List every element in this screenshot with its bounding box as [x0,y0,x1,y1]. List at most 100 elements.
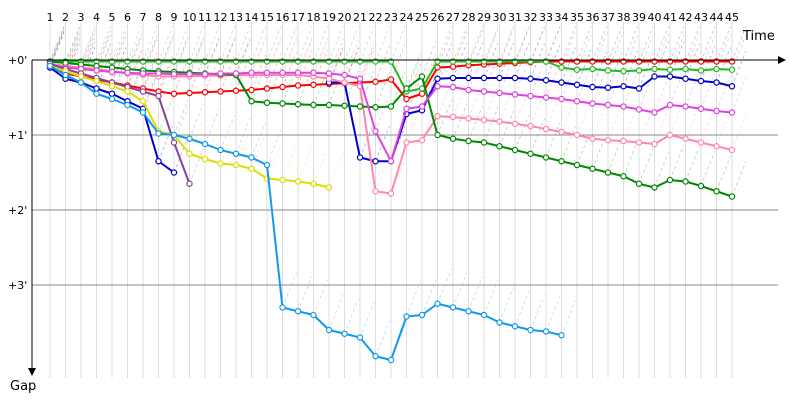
lap-transition-line [251,122,266,158]
lap-transition-line [173,99,189,136]
lap-transition-line [437,26,452,62]
data-point [558,128,565,136]
data-point [713,107,720,115]
lap-transition-line [142,38,158,74]
x-tick-label: 20 [338,11,352,24]
data-point [201,71,209,78]
lap-transition-line [607,137,623,173]
data-point [93,85,100,92]
data-point [697,105,705,112]
lap-transition-line [716,75,731,112]
lap-transition-line [638,107,654,143]
data-point [604,137,612,144]
data-point [263,85,271,92]
data-point [93,67,100,74]
lap-transition-line [623,51,638,87]
data-point [713,65,720,73]
lap-transition-line [406,281,421,317]
data-point [542,328,550,335]
lap-transition-line [282,272,297,308]
data-point [573,131,581,139]
tick-labels: 1 2 3 4 5 6 7 8 9 10 11 12 13 14 15 16 17 18 19 20 21 22 23 24 2… [8,11,739,292]
data-point [170,169,178,176]
lap-transition-line [297,37,313,73]
data-point [542,154,550,161]
data-point [480,74,488,82]
data-point [325,75,333,82]
lap-transition-line [282,144,297,181]
x-tick-label: 33 [539,11,553,24]
data-point [279,176,286,184]
y-tick-label: +2' [8,204,27,217]
lap-transition-line [607,105,623,141]
lap-transition-line [406,107,421,143]
lap-transition-line [96,26,111,62]
x-tick-label: 25 [415,11,429,24]
lap-transition-line [530,26,545,62]
data-point [325,101,333,109]
x-tick-label: 2 [62,11,69,24]
data-point [232,70,240,77]
data-point [124,88,131,95]
lap-transition-line [173,36,189,73]
lap-transition-line [189,118,204,154]
lap-transition-line [483,84,499,121]
lap-transition-line [251,26,266,62]
x-tick-label: 4 [93,11,100,24]
lap-transition-line [421,279,437,316]
data-point [403,139,410,146]
lap-transition-line [700,45,716,82]
x-tick-label: 32 [524,11,538,24]
data-point [310,69,317,76]
data-point [108,90,116,97]
data-point [635,85,643,92]
data-point [248,154,255,161]
data-point [418,137,426,144]
lap-transition-line [111,47,127,83]
x-tick-label: 24 [400,11,414,24]
lap-transition-line [158,96,173,132]
lap-transition-line [313,148,328,184]
data-point [573,98,581,105]
data-point [232,161,240,169]
x-tick-label: 16 [276,11,290,24]
data-point [511,120,519,127]
lap-transition-line [452,81,468,118]
data-point [682,178,689,185]
data-point [527,150,534,157]
data-point [542,94,550,101]
lap-transition-line [592,26,607,62]
lap-transition-line [204,123,220,160]
data-point [356,334,364,341]
lap-transition-line [375,96,390,132]
lap-transition-line [142,66,158,102]
data-point [434,113,441,120]
data-point [387,76,395,83]
lap-transition-line [266,143,282,179]
lap-transitions [49,28,747,194]
lap-transition-line [220,38,235,74]
lap-transition-line [576,34,592,70]
x-tick-label: 34 [555,11,569,24]
lap-transition-line [545,122,561,158]
x-tick-label: 43 [694,11,708,24]
data-point [248,165,255,172]
x-tick-label: 26 [431,11,445,24]
data-point [418,90,426,97]
lap-transition-line [437,268,452,304]
lap-transition-line [654,26,669,62]
data-point [697,182,705,190]
series-line [49,62,191,185]
data-point [604,67,612,74]
x-tick-label: 28 [462,11,476,24]
lap-transition-line [499,111,514,147]
x-tick-label: 36 [586,11,600,24]
data-point [589,65,596,73]
data-point [124,101,131,109]
lap-transition-line [545,296,561,332]
data-point [713,188,720,195]
lap-transition-line [173,26,189,62]
x-tick-label: 18 [307,11,321,24]
data-point [387,158,395,165]
data-point [263,99,271,106]
